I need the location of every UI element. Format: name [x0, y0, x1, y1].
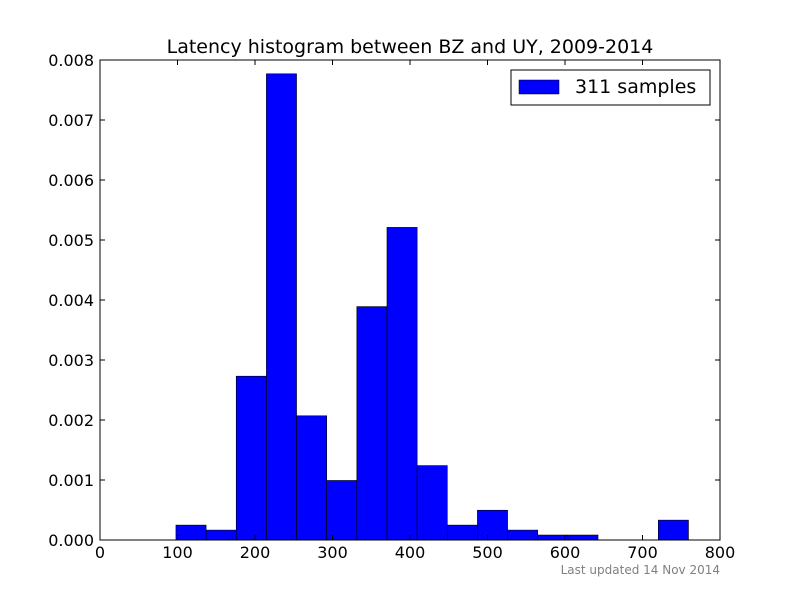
histogram-bar: [205, 529, 237, 541]
x-tick-label: 200: [240, 543, 271, 562]
histogram-bar: [386, 227, 418, 541]
histogram-bar: [416, 465, 448, 541]
x-tick-label: 100: [162, 543, 193, 562]
histogram-bar: [567, 534, 599, 541]
histogram-bar: [507, 529, 539, 541]
y-tick-label: 0.004: [48, 291, 94, 310]
histogram-bar: [235, 375, 267, 541]
histogram-bar: [446, 524, 478, 541]
x-tick-label: 500: [472, 543, 503, 562]
footnote: Last updated 14 Nov 2014: [561, 563, 720, 577]
histogram-bar: [175, 524, 207, 541]
histogram-bar: [356, 306, 388, 541]
x-tick-label: 800: [705, 543, 736, 562]
x-tick-label: 0: [95, 543, 105, 562]
y-tick-label: 0.000: [48, 531, 94, 550]
y-tick-label: 0.002: [48, 411, 94, 430]
legend: 311 samples: [510, 69, 711, 106]
histogram-bar: [296, 415, 327, 541]
histogram-bar: [266, 73, 297, 541]
x-tick-label: 400: [395, 543, 426, 562]
histogram-bar: [537, 534, 569, 541]
legend-label: 311 samples: [575, 76, 696, 98]
y-tick-label: 0.008: [48, 51, 94, 70]
y-tick-label: 0.001: [48, 471, 94, 490]
y-tick-label: 0.006: [48, 171, 94, 190]
chart-title: Latency histogram between BZ and UY, 200…: [167, 36, 654, 58]
histogram-bar: [477, 509, 508, 541]
x-tick-label: 700: [627, 543, 658, 562]
y-tick-label: 0.003: [48, 351, 94, 370]
x-tick-label: 600: [550, 543, 581, 562]
y-tick-label: 0.005: [48, 231, 94, 250]
legend-swatch: [518, 79, 560, 95]
x-tick-label: 300: [317, 543, 348, 562]
histogram-bar: [658, 519, 689, 541]
histogram-bar: [326, 480, 358, 541]
y-tick-label: 0.007: [48, 111, 94, 130]
